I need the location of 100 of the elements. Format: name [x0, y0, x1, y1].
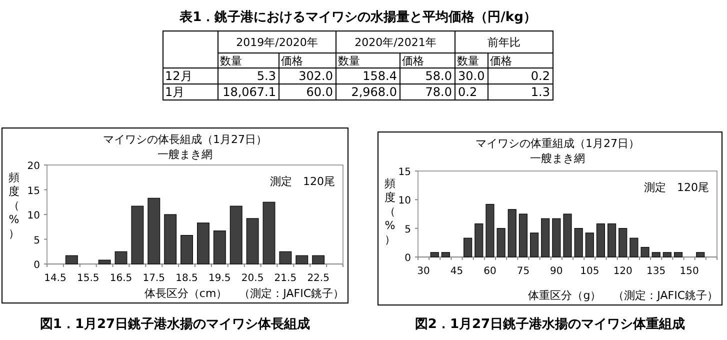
bar [563, 214, 572, 258]
x-tick-label: 90 [550, 266, 563, 277]
text: 58.0 [425, 69, 452, 83]
bar [197, 222, 210, 264]
text: 2019年/2020年 [236, 36, 318, 49]
y-tick-label: 20 [27, 161, 40, 172]
text: 60.0 [306, 85, 333, 99]
bar [486, 204, 494, 258]
bar [574, 228, 583, 258]
x-tick-label: 22.5 [307, 273, 330, 284]
annotation: 測定 120尾 [644, 181, 709, 194]
x-tick-label: 120 [613, 266, 632, 277]
x-tick-label: 16.5 [110, 273, 132, 284]
x-tick-label: 135 [646, 266, 666, 277]
x-tick-label: 45 [450, 266, 464, 277]
caption: 図2．1月27日銚子港水揚のマイワシ体重組成 [414, 316, 686, 332]
text: 158.4 [362, 69, 397, 83]
x-tick-label: 14.5 [44, 273, 66, 284]
text: 価格 [281, 54, 303, 68]
bar [662, 252, 672, 258]
x-axis-title: 体重区分（g） [528, 289, 602, 302]
bar [164, 214, 177, 264]
bar [312, 255, 325, 264]
x-tick-label: 30 [417, 266, 430, 277]
bar [430, 252, 439, 258]
bar [552, 218, 561, 258]
text: 78.0 [425, 85, 452, 99]
text: 前年比 [488, 36, 520, 49]
bar [618, 228, 628, 258]
bar [180, 234, 193, 264]
bar [296, 255, 308, 264]
chart-title: マイワシの体重組成（1月27日） [476, 137, 640, 150]
text: 12月 [165, 69, 192, 83]
x-tick-label: 21.5 [274, 273, 297, 284]
y-tick-label: 10 [27, 210, 40, 222]
bar [246, 218, 259, 264]
annotation: 測定 120尾 [270, 175, 335, 188]
text: 2,968.0 [351, 85, 397, 99]
x-tick-label: 60 [484, 266, 496, 277]
x-tick-label: 19.5 [208, 273, 231, 284]
bar [213, 230, 226, 264]
x-tick-label: 75 [516, 266, 530, 277]
bar [530, 232, 539, 258]
x-tick-label: 105 [580, 266, 600, 277]
caption: 図1．1月27日銚子港水揚のマイワシ体長組成 [40, 317, 310, 332]
bar [148, 198, 160, 264]
bar [541, 218, 550, 258]
x-tick-label: 17.5 [142, 273, 166, 284]
bar [585, 232, 594, 258]
y-tick-label: 10 [398, 196, 411, 207]
bar [496, 228, 506, 258]
x-tick-label: 20.5 [241, 273, 264, 284]
x-axis-title: 体長区分（cm） [144, 287, 228, 300]
bar [464, 238, 472, 258]
text: 1月 [165, 85, 185, 99]
bar [652, 252, 660, 258]
bar [518, 214, 528, 258]
bar [640, 246, 650, 258]
y-axis-title: 頻度（%） [384, 177, 396, 246]
y-axis-title: 頻度（%） [8, 171, 20, 240]
bar [65, 255, 78, 264]
chart-subtitle: 一艘まき網 [530, 152, 585, 165]
bar [279, 251, 292, 264]
y-tick-label: 15 [398, 167, 411, 178]
text: （測定：JAFIC銚子） [613, 289, 718, 302]
text: 30.0 [458, 69, 485, 83]
text: 302.0 [298, 69, 333, 83]
text: 5.3 [256, 69, 276, 83]
text: 0.2 [530, 69, 550, 83]
bar [508, 209, 516, 258]
bar [596, 223, 606, 258]
chart-title: マイワシの体長組成（1月27日） [103, 133, 267, 146]
bar [630, 238, 638, 258]
x-tick-label: 18.5 [176, 273, 198, 284]
text: 数量 [457, 54, 479, 68]
bar [696, 252, 705, 258]
text: 価格 [402, 54, 424, 68]
bar [262, 202, 276, 264]
y-tick-label: 0 [34, 260, 40, 271]
y-tick-label: 15 [27, 186, 40, 197]
bar [230, 206, 242, 264]
bar [441, 252, 450, 258]
text: 1.3 [530, 85, 550, 99]
text: 0.2 [458, 85, 478, 99]
bar [608, 223, 616, 258]
bar [474, 223, 484, 258]
text: （測定：JAFIC銚子） [239, 287, 344, 300]
y-tick-label: 5 [404, 224, 411, 236]
text: 表1．銚子港におけるマイワシの水揚量と平均価格（円/kg） [178, 10, 536, 25]
bar [98, 260, 111, 264]
bar [674, 252, 683, 258]
text: 2020年/2021年 [354, 36, 436, 49]
y-tick-label: 5 [34, 235, 40, 246]
text: 価格 [490, 54, 512, 68]
text: 数量 [338, 54, 360, 68]
text: 18,067.1 [222, 85, 276, 99]
bar [114, 251, 128, 264]
x-tick-label: 15.5 [76, 273, 100, 284]
y-tick-label: 0 [404, 253, 411, 264]
x-tick-label: 150 [680, 266, 699, 277]
